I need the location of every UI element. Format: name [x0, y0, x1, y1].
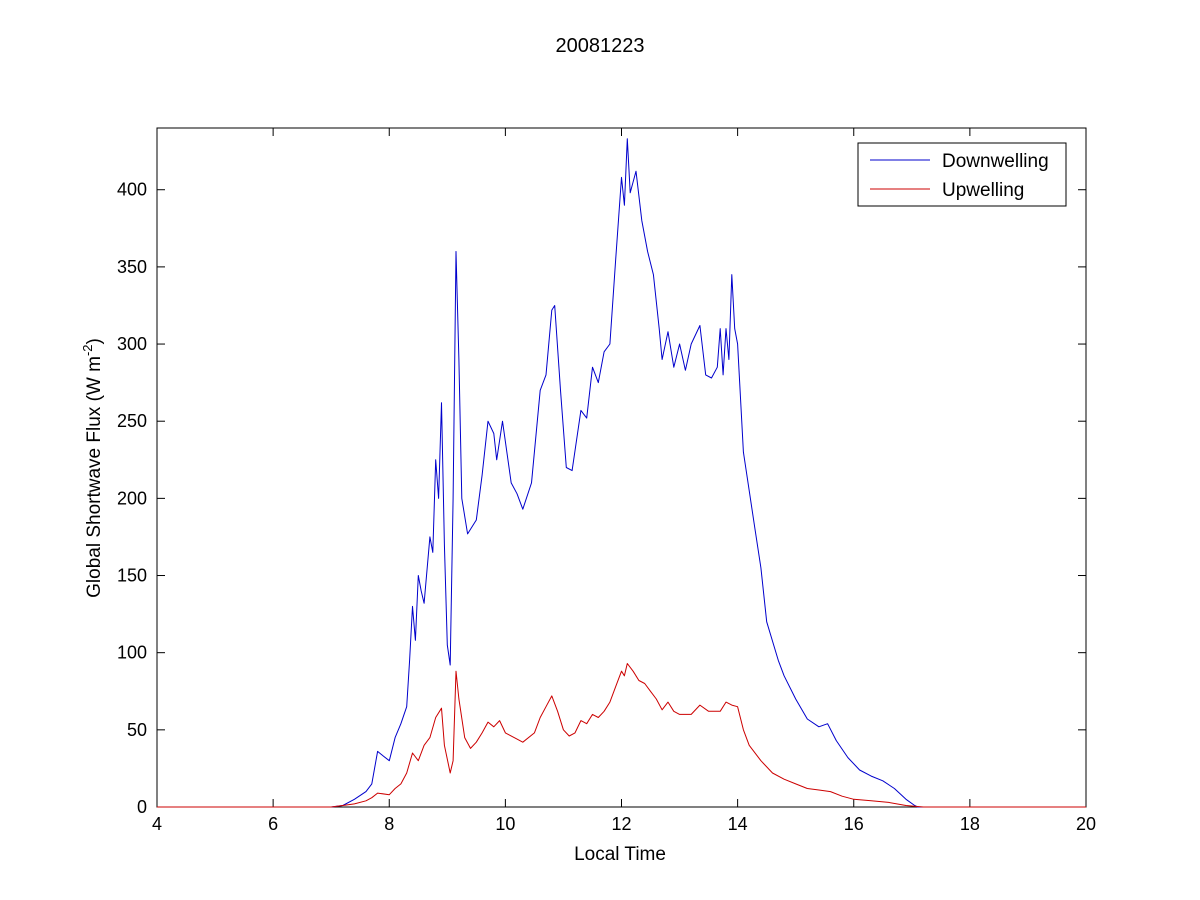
x-tick-label: 12: [611, 814, 631, 834]
x-axis-label: Local Time: [574, 844, 666, 865]
legend-label-upwelling: Upwelling: [942, 180, 1024, 201]
y-tick-label: 250: [117, 411, 147, 431]
x-tick-label: 20: [1076, 814, 1096, 834]
x-axis: 4 6 8 10 12 14 16 18 20: [152, 128, 1096, 834]
y-tick-label: 300: [117, 334, 147, 354]
legend: Downwelling Upwelling: [857, 142, 1067, 207]
y-axis-label-exponent: -2: [80, 344, 95, 356]
y-tick-label: 100: [117, 643, 147, 663]
y-tick-label: 350: [117, 257, 147, 277]
y-axis: 0 50 100 150 200 250 300 350 400: [117, 180, 1086, 817]
legend-box: [857, 142, 1067, 207]
y-axis-label: Global Shortwave Flux (W m-2): [80, 338, 105, 598]
y-axis-label-close: ): [84, 338, 105, 344]
series-line-downwelling: [157, 138, 1086, 808]
x-tick-label: 6: [268, 814, 278, 834]
y-tick-label: 200: [117, 488, 147, 508]
y-tick-label: 0: [137, 797, 147, 817]
y-axis-label-main: Global Shortwave Flux (W m: [84, 356, 105, 598]
y-tick-label: 400: [117, 180, 147, 200]
plot-area: [156, 127, 1087, 808]
x-tick-label: 4: [152, 814, 162, 834]
plot-frame: [156, 127, 1087, 808]
series-line-upwelling: [157, 663, 1086, 808]
x-tick-label: 14: [728, 814, 748, 834]
chart-title: 20081223: [556, 35, 645, 57]
x-tick-label: 18: [960, 814, 980, 834]
y-tick-label: 150: [117, 566, 147, 586]
series-layer: [157, 138, 1086, 808]
x-tick-label: 10: [495, 814, 515, 834]
x-tick-label: 16: [844, 814, 864, 834]
y-tick-label: 50: [127, 720, 147, 740]
x-tick-label: 8: [384, 814, 394, 834]
legend-label-downwelling: Downwelling: [942, 151, 1049, 172]
